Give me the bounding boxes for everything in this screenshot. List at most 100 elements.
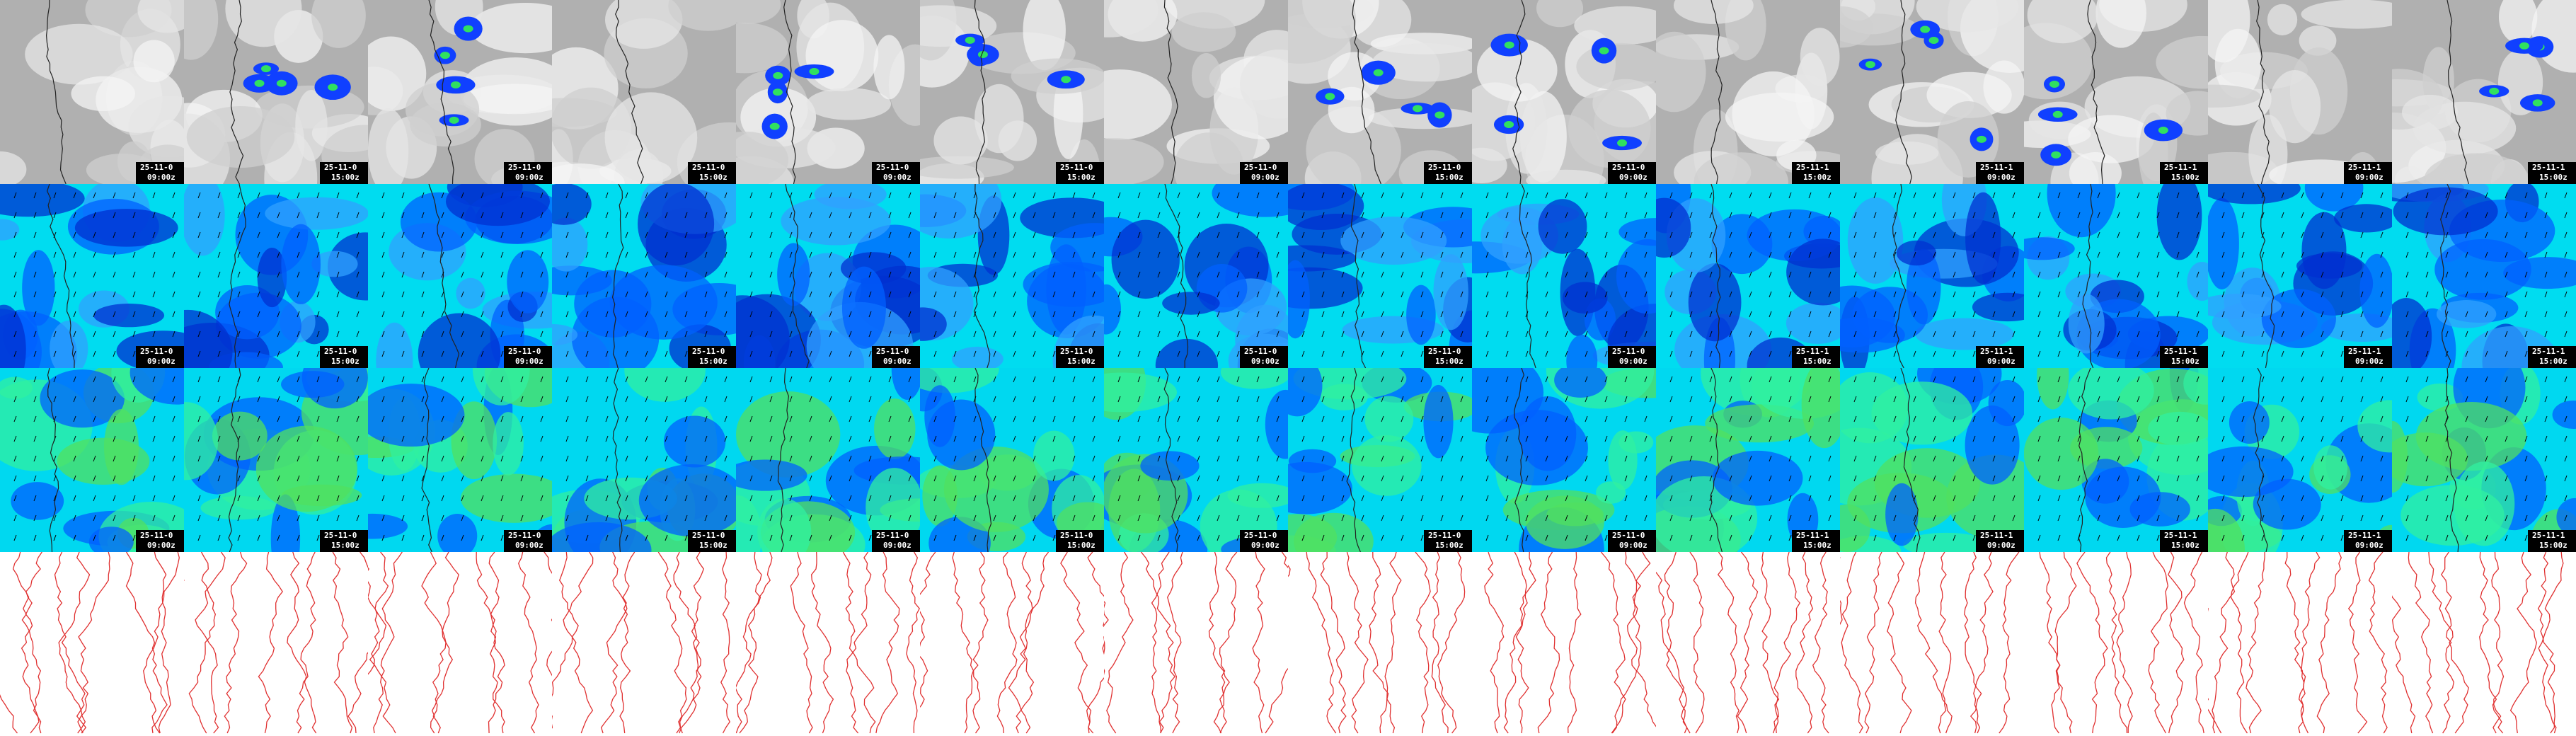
- timestamp-date: 25-11-0: [140, 531, 173, 540]
- timestamp: 25-11-0 09:00z: [1240, 346, 1288, 368]
- map-tile: 25-11-0 15:00z: [920, 368, 1104, 552]
- map: [1840, 184, 2024, 368]
- map: [184, 552, 368, 736]
- map: [2208, 368, 2392, 552]
- timestamp-time: 09:00z: [1987, 357, 2016, 366]
- map: [1104, 184, 1288, 368]
- map: [1472, 552, 1656, 736]
- timestamp: 25-11-1 09:00z: [2344, 346, 2392, 368]
- timestamp: 25-11-0 09:00z: [872, 530, 920, 552]
- timestamp-time: 15:00z: [331, 357, 360, 366]
- map: [0, 552, 184, 736]
- timestamp: 25-11-0 15:00z: [688, 346, 736, 368]
- timestamp-date: 25-11-1: [1980, 347, 2013, 356]
- timestamp-date: 25-11-1: [1980, 531, 2013, 540]
- timestamp: 25-11-1 15:00z: [2160, 530, 2208, 552]
- map: [1656, 0, 1840, 184]
- map-tile: 25-11-1 09:00z: [2208, 368, 2392, 552]
- timestamp-time: 09:00z: [2355, 173, 2384, 182]
- map: [2024, 552, 2208, 736]
- timestamp-date: 25-11-0: [140, 347, 173, 356]
- timestamp-time: 15:00z: [1803, 541, 1832, 550]
- timestamp: 25-11-1 15:00z: [2528, 346, 2576, 368]
- timestamp-date: 25-11-0: [1060, 347, 1093, 356]
- map-tile: 25-11-0 09:00z: [1472, 368, 1656, 552]
- timestamp: 25-11-1 09:00z: [1976, 346, 2024, 368]
- map-tile: 25-11-0 15:00z: [184, 184, 368, 368]
- timestamp: 25-11-0 15:00z: [1056, 346, 1104, 368]
- map: [2392, 184, 2576, 368]
- timestamp-date: 25-11-0: [876, 163, 909, 172]
- timestamp-time: 15:00z: [1435, 173, 1464, 182]
- timestamp-time: 15:00z: [1803, 357, 1832, 366]
- timestamp-time: 09:00z: [2355, 357, 2384, 366]
- timestamp: 25-11-1 15:00z: [2160, 162, 2208, 184]
- map-tile: 25-11-1 15:00z: [2024, 184, 2208, 368]
- timestamp-time: 15:00z: [1067, 357, 1096, 366]
- map-tile: 25-11-0 09:00z: [1104, 184, 1288, 368]
- map-tile: [2208, 552, 2392, 736]
- timestamp-date: 25-11-0: [1060, 163, 1093, 172]
- map-tile: [920, 552, 1104, 736]
- map-tile: 25-11-0 15:00z: [1288, 368, 1472, 552]
- timestamp-date: 25-11-0: [1244, 531, 1277, 540]
- map-tile: 25-11-0 09:00z: [1472, 184, 1656, 368]
- map-tile: [0, 552, 184, 736]
- timestamp: 25-11-0 15:00z: [320, 530, 368, 552]
- map-tile: 25-11-0 15:00z: [920, 0, 1104, 184]
- map-tile: 25-11-0 15:00z: [920, 184, 1104, 368]
- map-tile: [2024, 552, 2208, 736]
- timestamp: 25-11-1 15:00z: [1792, 162, 1840, 184]
- map-tile: 25-11-0 15:00z: [552, 184, 736, 368]
- map: [368, 0, 552, 184]
- timestamp-date: 25-11-1: [2348, 531, 2381, 540]
- timestamp-date: 25-11-0: [1612, 163, 1645, 172]
- map-tile: 25-11-1 15:00z: [2392, 0, 2576, 184]
- timestamp: 25-11-1 09:00z: [1976, 162, 2024, 184]
- map-tile: [1840, 552, 2024, 736]
- timestamp-time: 15:00z: [1435, 541, 1464, 550]
- timestamp-date: 25-11-0: [508, 163, 541, 172]
- timestamp-time: 09:00z: [1251, 173, 1280, 182]
- map: [1288, 368, 1472, 552]
- timestamp-time: 09:00z: [147, 541, 176, 550]
- timestamp: 25-11-0 15:00z: [1424, 162, 1472, 184]
- timestamp: 25-11-0 15:00z: [320, 162, 368, 184]
- map-tile: 25-11-1 15:00z: [1656, 184, 1840, 368]
- timestamp-date: 25-11-0: [692, 163, 725, 172]
- map: [920, 184, 1104, 368]
- map: [2024, 368, 2208, 552]
- map-tile: [1656, 552, 1840, 736]
- timestamp-time: 15:00z: [331, 173, 360, 182]
- timestamp-time: 09:00z: [1251, 541, 1280, 550]
- timestamp-time: 15:00z: [699, 173, 728, 182]
- map-tile: 25-11-0 09:00z: [1104, 0, 1288, 184]
- timestamp-time: 09:00z: [147, 357, 176, 366]
- map: [0, 0, 184, 184]
- timestamp-time: 09:00z: [515, 541, 544, 550]
- timestamp-time: 09:00z: [1619, 357, 1648, 366]
- timestamp-time: 09:00z: [883, 541, 912, 550]
- map-tile: [1288, 552, 1472, 736]
- map: [552, 184, 736, 368]
- timestamp-time: 09:00z: [1619, 541, 1648, 550]
- map: [1840, 0, 2024, 184]
- timestamp-date: 25-11-1: [2164, 163, 2197, 172]
- map: [736, 184, 920, 368]
- timestamp-date: 25-11-0: [876, 347, 909, 356]
- map-tile: 25-11-0 09:00z: [1472, 0, 1656, 184]
- map: [736, 552, 920, 736]
- timestamp: 25-11-0 09:00z: [504, 162, 552, 184]
- timestamp-time: 09:00z: [147, 173, 176, 182]
- map: [736, 368, 920, 552]
- timestamp-time: 15:00z: [699, 541, 728, 550]
- timestamp: 25-11-0 09:00z: [504, 346, 552, 368]
- map: [1472, 184, 1656, 368]
- timestamp-date: 25-11-0: [1612, 531, 1645, 540]
- map: [1104, 552, 1288, 736]
- map: [2392, 368, 2576, 552]
- map-tile: 25-11-0 09:00z: [736, 0, 920, 184]
- timestamp-time: 15:00z: [1067, 541, 1096, 550]
- timestamp-date: 25-11-0: [692, 531, 725, 540]
- map-tile: [368, 552, 552, 736]
